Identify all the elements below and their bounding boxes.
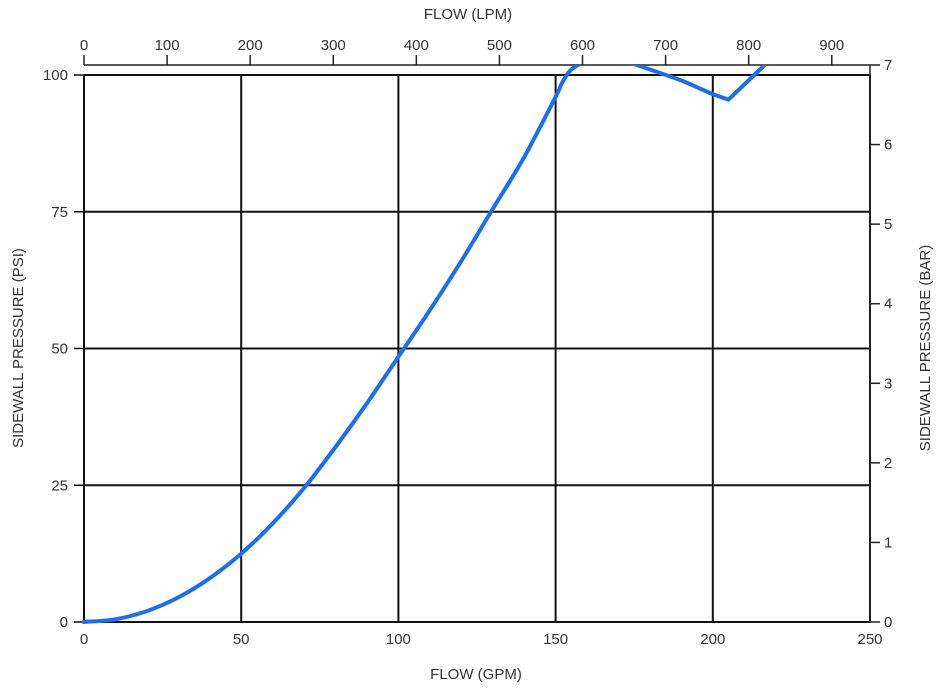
x-top-tick-label: 700	[653, 37, 678, 54]
x-bottom-tick-label: 150	[543, 631, 568, 648]
y-right-tick-label: 4	[884, 296, 892, 313]
y-right-tick-label: 2	[884, 455, 892, 472]
y-right-tick-label: 1	[884, 534, 892, 551]
y-left-tick-label: 50	[51, 341, 68, 358]
x-bottom-tick-label: 250	[857, 631, 882, 648]
x-top-tick-label: 200	[238, 37, 263, 54]
x-bottom-tick-label: 50	[233, 631, 250, 648]
x-top-tick-label: 500	[487, 37, 512, 54]
x-top-tick-label: 400	[404, 37, 429, 54]
y-right-tick-label: 0	[884, 614, 892, 631]
x-top-tick-label: 300	[321, 37, 346, 54]
left-axis-title: SIDEWALL PRESSURE (PSI)	[10, 248, 27, 448]
y-left-tick-label: 100	[43, 67, 68, 84]
x-top-tick-label: 0	[80, 37, 88, 54]
right-axis-title: SIDEWALL PRESSURE (BAR)	[917, 245, 934, 451]
y-left-tick-label: 25	[51, 477, 68, 494]
y-left-tick-label: 0	[60, 614, 68, 631]
grid	[83, 74, 871, 623]
x-bottom-tick-label: 100	[386, 631, 411, 648]
x-top-tick-label: 600	[570, 37, 595, 54]
bottom-axis-title: FLOW (GPM)	[430, 666, 522, 683]
axis-ticks	[74, 55, 880, 623]
top-axis-title: FLOW (LPM)	[424, 6, 512, 23]
y-right-tick-label: 7	[884, 57, 892, 74]
x-top-tick-label: 900	[819, 37, 844, 54]
x-bottom-tick-label: 200	[700, 631, 725, 648]
series-line	[82, 65, 768, 624]
x-top-tick-label: 100	[155, 37, 180, 54]
x-top-tick-label: 800	[736, 37, 761, 54]
y-right-tick-label: 3	[884, 375, 892, 392]
x-bottom-tick-label: 0	[80, 631, 88, 648]
y-right-tick-label: 6	[884, 137, 892, 154]
y-right-tick-label: 5	[884, 216, 892, 233]
y-left-tick-label: 75	[51, 204, 68, 221]
